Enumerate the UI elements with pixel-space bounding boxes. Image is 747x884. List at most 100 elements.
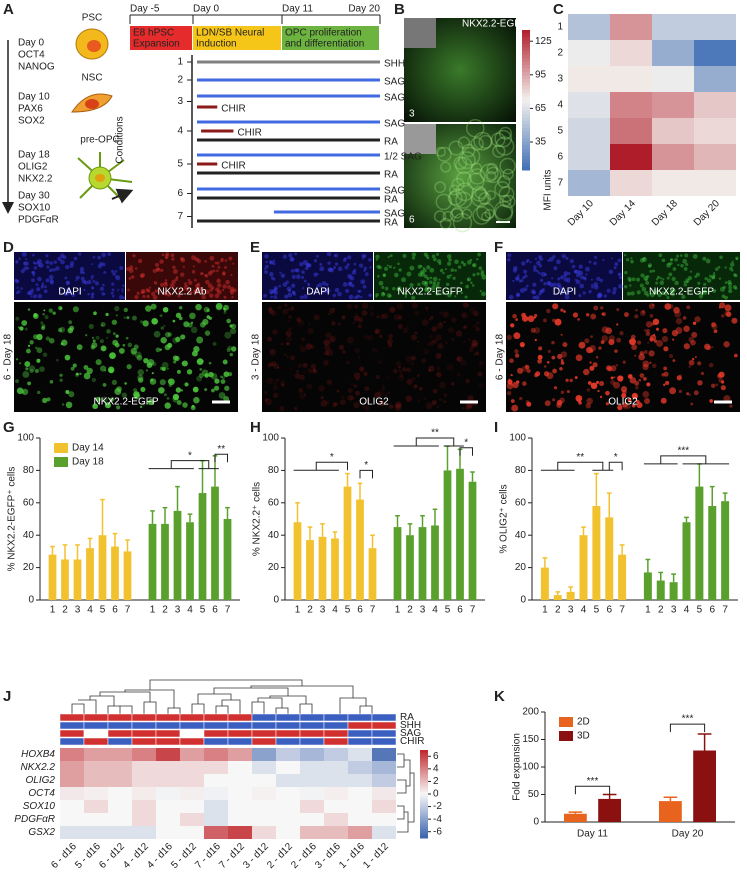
texture [15, 279, 20, 284]
texture [35, 283, 39, 287]
texture [462, 262, 467, 267]
texture [198, 373, 204, 379]
texture [712, 273, 716, 277]
colorbar-segment [420, 796, 428, 799]
texture [273, 381, 277, 386]
annotation-label: CHIR [400, 736, 424, 747]
heat-cell [156, 826, 180, 839]
texture [642, 360, 650, 368]
texture [134, 295, 139, 300]
texture [610, 365, 617, 372]
texture [221, 288, 225, 292]
texture [227, 345, 232, 351]
texture [41, 282, 45, 285]
colorbar-label: -2 [433, 801, 442, 812]
texture [710, 383, 716, 388]
texture [674, 257, 678, 262]
texture [428, 365, 435, 372]
texture [563, 310, 566, 313]
texture [630, 291, 635, 296]
texture [435, 334, 442, 341]
colorbar-segment [522, 93, 530, 97]
texture [324, 350, 329, 356]
legend-label: 3D [577, 731, 590, 742]
texture [661, 258, 666, 263]
texture [292, 291, 295, 294]
bar [682, 522, 691, 600]
heat-cell [204, 748, 228, 761]
texture [734, 273, 738, 278]
heat-cell [348, 748, 372, 761]
texture [507, 257, 511, 262]
texture [450, 268, 455, 272]
texture [172, 319, 176, 323]
heat-cell [252, 813, 276, 826]
heat-cell [652, 144, 694, 170]
texture [222, 284, 227, 289]
texture [509, 382, 513, 386]
colorbar-segment [522, 47, 530, 52]
texture [180, 334, 186, 340]
annotation-cell [203, 713, 229, 722]
texture [554, 319, 560, 325]
texture [721, 294, 726, 299]
annotation-cell [347, 713, 373, 722]
texture [422, 267, 425, 270]
texture [312, 368, 317, 372]
texture [512, 268, 518, 273]
texture [264, 264, 269, 269]
texture [148, 286, 152, 289]
texture [398, 268, 402, 272]
texture [346, 263, 350, 267]
texture [431, 326, 438, 332]
annotation-cell [251, 721, 277, 730]
texture [569, 378, 573, 383]
texture [130, 347, 138, 355]
texture [24, 361, 31, 367]
texture [466, 277, 472, 282]
texture [484, 208, 495, 219]
texture [723, 395, 731, 403]
heat-cell [180, 748, 204, 761]
heat-cell [610, 170, 652, 196]
texture [49, 261, 54, 266]
texture [457, 136, 471, 149]
treatment-name: CHIR [237, 128, 261, 139]
texture [605, 402, 610, 406]
colorbar-segment [522, 103, 530, 108]
texture [146, 362, 153, 369]
texture [542, 318, 547, 323]
texture [509, 358, 514, 364]
heat-cell [204, 813, 228, 826]
texture [297, 319, 304, 326]
texture [37, 276, 42, 282]
annotation-cell [83, 737, 109, 746]
texture [472, 263, 477, 268]
texture [556, 399, 563, 406]
texture [592, 362, 598, 368]
texture [636, 277, 641, 282]
texture [164, 402, 171, 409]
texture [435, 146, 446, 157]
texture [733, 353, 738, 358]
texture [226, 348, 231, 353]
heat-cell [84, 787, 108, 800]
texture [348, 294, 354, 300]
texture [425, 254, 429, 259]
texture [539, 256, 544, 262]
texture [32, 261, 36, 265]
texture [670, 258, 673, 262]
y-tick-label: 40 [23, 530, 35, 541]
texture [182, 265, 186, 268]
heat-cell [156, 761, 180, 774]
texture [405, 355, 412, 363]
texture [353, 315, 360, 322]
y-tick-label: 0 [273, 595, 279, 606]
texture [436, 281, 440, 285]
texture [353, 262, 357, 266]
texture [547, 349, 551, 353]
texture [376, 264, 381, 269]
texture [599, 278, 604, 283]
texture [446, 363, 454, 371]
bar [553, 595, 562, 600]
